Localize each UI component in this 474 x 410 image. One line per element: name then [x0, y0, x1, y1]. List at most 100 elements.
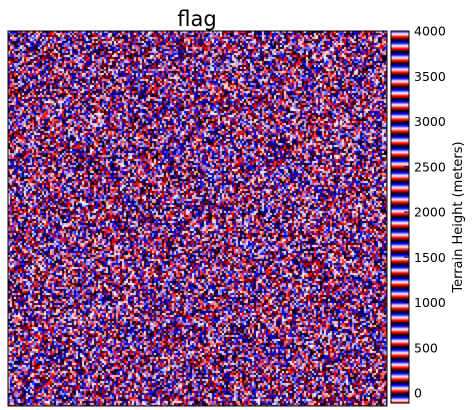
colorbar-segment	[391, 87, 409, 89]
colorbar-segment	[391, 307, 409, 309]
colorbar-segment	[391, 250, 409, 252]
colorbar-segment	[391, 257, 409, 259]
colorbar-segment	[391, 248, 409, 250]
colorbar-segment	[391, 368, 409, 370]
colorbar-segment	[391, 148, 409, 150]
colorbar-segment	[391, 50, 409, 52]
colorbar-segment	[391, 133, 409, 135]
colorbar-segment	[391, 334, 409, 336]
colorbar-segment	[391, 153, 409, 155]
colorbar-segment	[391, 71, 409, 73]
colorbar-segment	[391, 273, 409, 275]
colorbar-segment	[391, 309, 409, 311]
heatmap-plot	[7, 30, 388, 407]
colorbar-segment	[391, 175, 409, 177]
colorbar-segment	[391, 127, 409, 129]
colorbar-segment	[391, 128, 409, 130]
colorbar-segment	[391, 93, 409, 95]
colorbar-segment	[391, 378, 409, 380]
colorbar-segment	[391, 120, 409, 122]
colorbar-segment	[391, 150, 409, 152]
colorbar-segment	[391, 45, 409, 47]
colorbar-segment	[391, 238, 409, 240]
colorbar-segment	[391, 179, 409, 181]
colorbar-segment	[391, 56, 409, 58]
colorbar-segment	[391, 259, 409, 261]
colorbar-segment	[391, 35, 409, 37]
colorbar-segment	[391, 147, 409, 149]
colorbar-tick-label: 3500	[414, 69, 446, 84]
colorbar-segment	[391, 192, 409, 194]
colorbar-segment	[391, 213, 409, 215]
colorbar-segment	[391, 267, 409, 269]
colorbar-segment	[391, 286, 409, 288]
colorbar-segment	[391, 276, 409, 278]
colorbar-segment	[391, 355, 409, 357]
colorbar-segment	[391, 155, 409, 157]
colorbar-segment	[391, 31, 409, 33]
colorbar-segment	[391, 325, 409, 327]
colorbar-tick-label: 1000	[414, 295, 446, 310]
colorbar-segment	[391, 277, 409, 279]
colorbar-segment	[391, 79, 409, 81]
colorbar-segment	[391, 197, 409, 199]
colorbar-segment	[391, 376, 409, 378]
colorbar-segment	[391, 116, 409, 118]
colorbar-segment	[391, 314, 409, 316]
colorbar-segment	[391, 67, 409, 69]
colorbar-segment	[391, 262, 409, 264]
colorbar-segment	[391, 278, 409, 280]
colorbar-segment	[391, 135, 409, 137]
colorbar-segment	[391, 305, 409, 307]
colorbar-segment	[391, 345, 409, 347]
colorbar-segment	[391, 285, 409, 287]
colorbar-segment	[391, 160, 409, 162]
colorbar-segment	[391, 145, 409, 147]
colorbar-segment	[391, 394, 409, 396]
colorbar-segment	[391, 297, 409, 299]
colorbar-segment	[391, 300, 409, 302]
colorbar-segment	[391, 315, 409, 317]
colorbar-segment	[391, 210, 409, 212]
colorbar-segment	[391, 115, 409, 117]
colorbar-segment	[391, 207, 409, 209]
colorbar-segment	[391, 117, 409, 119]
colorbar-segment	[391, 236, 409, 238]
colorbar-segment	[391, 49, 409, 51]
colorbar-segment	[391, 339, 409, 341]
colorbar-segment	[391, 161, 409, 163]
colorbar-segment	[391, 209, 409, 211]
colorbar-segment	[391, 75, 409, 77]
colorbar-segment	[391, 200, 409, 202]
colorbar-segment	[391, 234, 409, 236]
colorbar-segment	[391, 232, 409, 234]
colorbar-segment	[391, 296, 409, 298]
colorbar-segment	[391, 367, 409, 369]
colorbar-segment	[391, 46, 409, 48]
colorbar-segment	[391, 154, 409, 156]
colorbar-segment	[391, 100, 409, 102]
colorbar-segment	[391, 102, 409, 104]
colorbar-segment	[391, 396, 409, 398]
colorbar-segment	[391, 203, 409, 205]
colorbar-segment	[391, 284, 409, 286]
colorbar-segment	[391, 69, 409, 71]
colorbar-segment	[391, 350, 409, 352]
colorbar-segment	[391, 370, 409, 372]
colorbar-segment	[391, 272, 409, 274]
colorbar-segment	[391, 40, 409, 42]
colorbar-segment	[391, 214, 409, 216]
colorbar-segment	[391, 182, 409, 184]
colorbar-segment	[391, 289, 409, 291]
colorbar-segment	[391, 237, 409, 239]
colorbar-segment	[391, 291, 409, 293]
colorbar-segment	[391, 167, 409, 169]
colorbar-segment	[391, 84, 409, 86]
colorbar-segment	[391, 166, 409, 168]
colorbar-segment	[391, 340, 409, 342]
colorbar-segment	[391, 335, 409, 337]
colorbar-segment	[391, 399, 409, 401]
colorbar-segment	[391, 282, 409, 284]
colorbar-segment	[391, 233, 409, 235]
colorbar-segment	[391, 190, 409, 192]
